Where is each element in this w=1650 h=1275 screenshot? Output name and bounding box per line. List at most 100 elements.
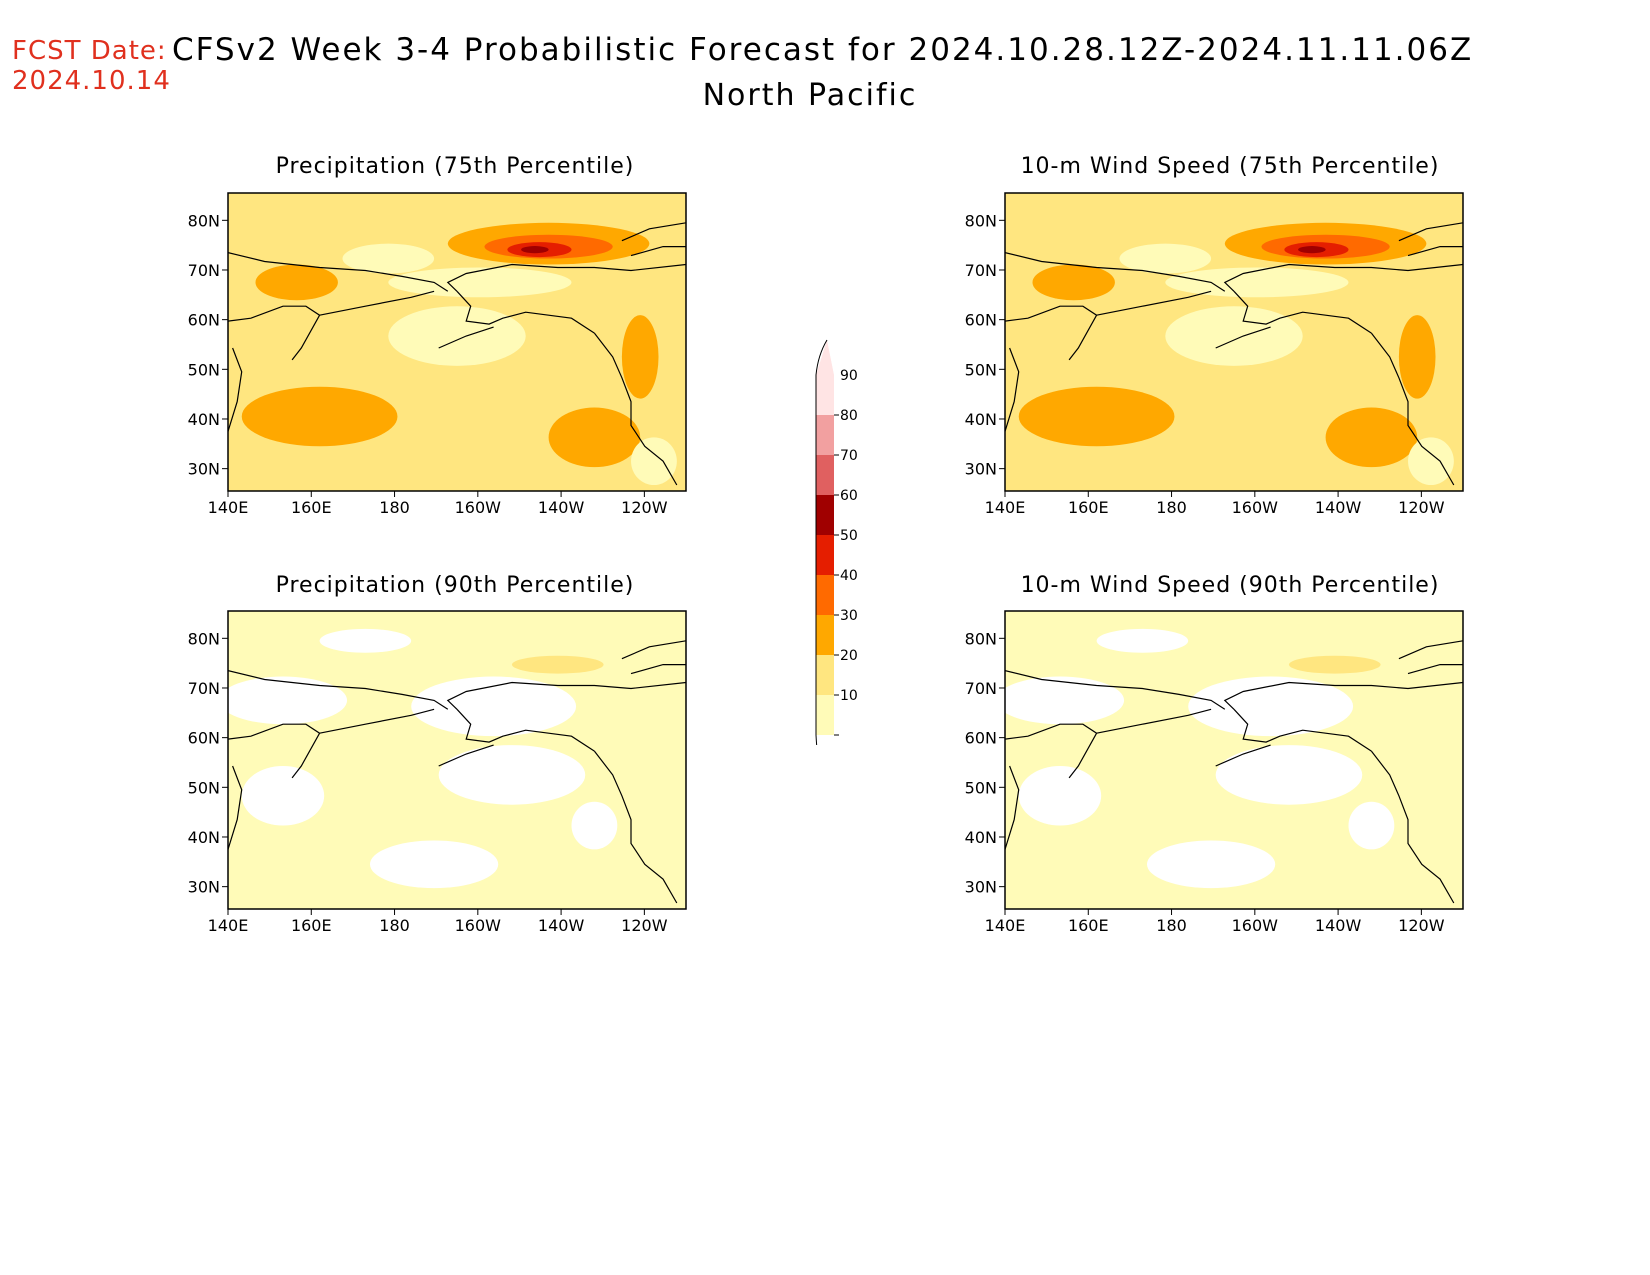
panel-title-wind90: 10-m Wind Speed (90th Percentile)	[1020, 573, 1440, 598]
coast-aleutians	[438, 744, 494, 767]
map-precip75: 140E 160E 180 160W 140W 120W 80N 70N 60N 50N 40N 30…	[188, 192, 687, 517]
coast-arctic-islands	[1407, 664, 1463, 675]
colorbar: 10 20 30 40 50 60 70 80 90	[815, 339, 858, 745]
coast-alaska-south	[1233, 708, 1372, 752]
lat-label: 40N	[188, 410, 220, 429]
lon-label: 120W	[621, 498, 668, 517]
colorbar-segment	[816, 615, 834, 655]
lon-label: 160E	[291, 916, 332, 935]
shade-pale	[388, 267, 572, 298]
colorbar-segment	[816, 695, 834, 735]
coast-japan	[1005, 347, 1020, 432]
coast-chukotka	[319, 290, 435, 316]
colorbar-cap-top	[816, 340, 834, 375]
lat-label: 30N	[965, 878, 997, 897]
coast-arctic-islands	[1407, 246, 1463, 257]
shading-layer	[1005, 193, 1463, 491]
lat-label: 50N	[188, 360, 220, 379]
shade-clear	[571, 801, 618, 850]
shade-pale	[342, 243, 435, 274]
coast-japan	[1005, 765, 1020, 850]
colorbar-label: 20	[840, 648, 858, 664]
shading-layer	[1005, 611, 1463, 909]
lat-label: 30N	[965, 460, 997, 479]
lon-label: 120W	[621, 916, 668, 935]
shade-mid	[1325, 407, 1418, 468]
shading-layer	[228, 611, 686, 909]
coast-arctic-islands	[621, 222, 686, 242]
shade-mid	[1032, 264, 1115, 301]
shade-pale	[1408, 437, 1454, 486]
shade-clear	[1215, 745, 1363, 805]
lon-label: 140E	[208, 498, 249, 517]
lat-label: 60N	[188, 729, 220, 748]
colorbar-segment	[816, 655, 834, 695]
lat-label: 80N	[965, 211, 997, 230]
lon-label: 180	[379, 916, 410, 935]
lat-label: 70N	[188, 261, 220, 280]
lat-label: 70N	[965, 679, 997, 698]
lon-label: 180	[1156, 498, 1187, 517]
coast-siberia-arctic	[1005, 670, 1226, 710]
colorbar-label: 60	[840, 488, 858, 504]
coast-japan	[228, 347, 243, 432]
shade-clear	[1018, 765, 1102, 826]
region-subtitle: North Pacific	[702, 78, 918, 113]
lon-label: 180	[1156, 916, 1187, 935]
coast-siberia-arctic	[1005, 252, 1226, 292]
coastlines	[228, 222, 686, 486]
lon-label: 140W	[1315, 498, 1362, 517]
shade-clear	[369, 840, 499, 889]
shade-mid	[255, 264, 338, 301]
coast-chukotka	[1096, 708, 1212, 734]
lat-label: 80N	[188, 211, 220, 230]
coast-aleutians	[1215, 744, 1271, 767]
coast-arctic-islands	[630, 664, 686, 675]
forecast-date-block: FCST Date: 2024.10.14	[12, 36, 171, 96]
shading-layer	[228, 193, 686, 491]
shade-dark	[1298, 246, 1326, 254]
lon-label: 160E	[291, 498, 332, 517]
shade-clear	[438, 745, 586, 805]
coast-alaska-north	[1223, 263, 1463, 292]
shade-clear	[1005, 676, 1125, 725]
shade-clear	[1096, 628, 1189, 653]
colorbar-segment	[816, 375, 834, 415]
coast-alaska-south	[1233, 290, 1372, 334]
figure-title: CFSv2 Week 3-4 Probabilistic Forecast fo…	[172, 32, 1474, 68]
coast-kamchatka	[1005, 723, 1098, 779]
colorbar-label: 70	[840, 448, 858, 464]
lat-label: 80N	[188, 629, 220, 648]
coast-alaska-north	[1223, 681, 1463, 710]
colorbar-cap-bottom	[816, 735, 834, 745]
shade-pale	[388, 306, 526, 366]
colorbar-label: 90	[840, 368, 858, 384]
coast-siberia-arctic	[228, 252, 449, 292]
lon-label: 180	[379, 498, 410, 517]
lon-label: 160E	[1068, 498, 1109, 517]
shade-mid	[548, 407, 641, 468]
panel-title-wind75: 10-m Wind Speed (75th Percentile)	[1020, 154, 1440, 179]
coastlines	[1005, 640, 1463, 904]
map-frame	[227, 192, 687, 492]
coast-arctic-islands	[621, 640, 686, 660]
colorbar-label: 30	[840, 608, 858, 624]
colorbar-label: 50	[840, 528, 858, 544]
shade-clear	[1188, 676, 1354, 737]
shade-dark	[521, 246, 549, 254]
map-frame	[1004, 192, 1464, 492]
shade-mid	[1398, 315, 1436, 399]
coast-north-america-west	[1370, 750, 1455, 904]
coast-arctic-islands	[1398, 640, 1463, 660]
colorbar-segment	[816, 535, 834, 575]
colorbar-label: 80	[840, 408, 858, 424]
lat-label: 70N	[188, 679, 220, 698]
map-wind90: 140E 160E 180 160W 140W 120W 80N 70N 60N 50N 40N 30…	[965, 610, 1464, 935]
colorbar-segment	[816, 415, 834, 455]
coast-kamchatka	[1005, 305, 1098, 361]
lat-label: 40N	[188, 828, 220, 847]
coast-kamchatka	[228, 305, 321, 361]
map-wind75: 140E 160E 180 160W 140W 120W 80N 70N 60N 50N 40N 30…	[965, 192, 1464, 517]
lon-label: 160E	[1068, 916, 1109, 935]
colorbar-label: 40	[840, 568, 858, 584]
